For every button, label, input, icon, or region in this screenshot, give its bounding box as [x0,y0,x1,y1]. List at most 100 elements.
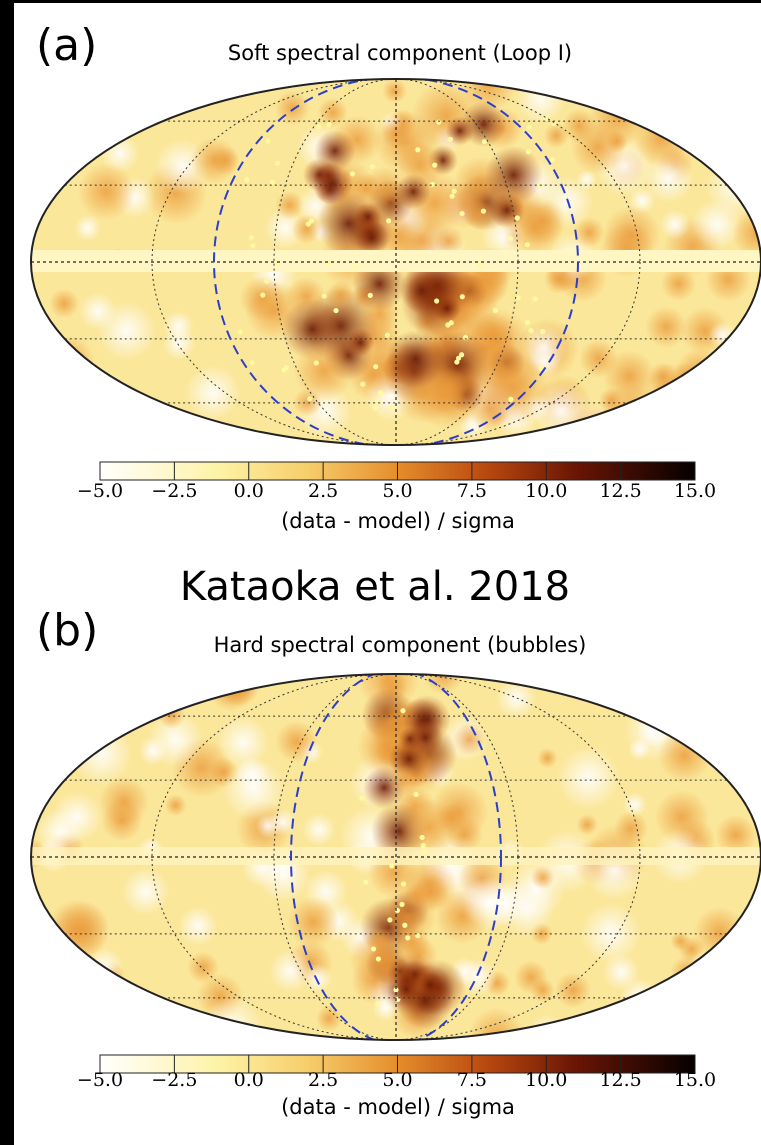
point-source [432,163,437,168]
map-blob [600,1009,625,1034]
point-source [264,279,269,284]
point-source [373,364,378,369]
colorbar-tick-label: 0.0 [234,480,264,502]
map-blob [191,137,238,184]
map-blob [49,289,79,319]
map-blob [146,411,191,456]
map-blob [122,868,170,916]
panel-label: (a) [36,20,97,71]
colorbar-tick-label: 7.5 [457,480,487,502]
page: {"panels": [ {"label": "(a)", "title": "… [0,0,761,1145]
map-blob [56,957,105,1006]
point-source [481,209,486,214]
colorbar-tick-label: −2.5 [151,480,197,502]
point-source [333,308,338,313]
map-blob [417,972,444,999]
map-blob [687,366,749,428]
map-blob [476,352,549,425]
map-blob [704,61,758,115]
map-blob [691,1002,749,1060]
map-blob [47,974,104,1031]
plane-band [0,847,761,865]
map-blob [64,986,118,1040]
point-source [399,902,404,907]
point-source [436,120,441,125]
map-blob [326,281,355,310]
map-blob [395,174,430,209]
point-source [360,796,365,801]
point-source [237,329,242,334]
map-blob [155,70,196,111]
point-source [452,189,457,194]
point-source [405,935,410,940]
border [0,0,761,3]
point-source [371,946,376,951]
map-blob [158,702,185,729]
map-blob [165,794,187,816]
map-blob [303,964,332,993]
colorbar-label: (data - model) / sigma [281,1095,515,1119]
map-blob [614,811,648,845]
map-blob [382,79,407,104]
map-blob [79,292,117,330]
map-blob [453,723,485,755]
point-source [460,294,465,299]
panel-title: Soft spectral component (Loop I) [228,41,572,65]
point-source [265,138,270,143]
map-blob [660,210,690,240]
colorbar-tick-label: 12.5 [599,480,641,502]
point-source [550,157,555,162]
point-source [430,182,435,187]
map-blob [691,954,750,1013]
point-source [477,262,482,267]
map-blob [633,110,690,167]
point-source [525,242,530,247]
point-source [540,329,545,334]
colorbar-tick-label: 5.0 [382,1069,412,1091]
map-blob [655,105,689,139]
point-source [387,917,392,922]
point-source [449,194,454,199]
border [0,0,14,1145]
point-source [508,236,513,241]
map-blob [555,972,591,1008]
point-source [525,320,530,325]
point-source [448,137,453,142]
map-blob [704,997,761,1054]
point-source [402,923,407,928]
point-source [316,124,321,129]
map-blob [78,107,102,131]
point-source [543,116,548,121]
point-source [459,352,464,357]
map-blob [10,694,68,752]
point-source [370,164,375,169]
map-blob [408,720,443,755]
plane-band [0,250,761,272]
colorbar-tick-label: 10.0 [525,480,567,502]
map-blob [649,995,684,1030]
map-blob [41,719,86,764]
map-blob [124,78,165,119]
map-blob [639,68,693,122]
point-source [314,360,319,365]
map-blob [48,150,77,179]
point-source [327,122,332,127]
map-blob [178,906,218,946]
colorbar-tick-label: 15.0 [674,480,716,502]
colorbar-tick-label: 0.0 [234,1069,264,1091]
map-blob [603,954,640,991]
point-source [270,180,275,185]
point-source [307,396,312,401]
map-blob [59,83,83,107]
colorbar-tick-label: 2.5 [308,480,338,502]
point-source [244,177,249,182]
colorbar-tick-label: −2.5 [151,1069,197,1091]
point-source [326,260,331,265]
panel-title: Hard spectral component (bubbles) [214,633,587,657]
map-blob [674,1010,703,1039]
point-source [515,215,520,220]
colorbar-tick-label: 15.0 [674,1069,716,1091]
point-source [493,308,498,313]
point-source [422,849,427,854]
map-blob [133,669,163,699]
